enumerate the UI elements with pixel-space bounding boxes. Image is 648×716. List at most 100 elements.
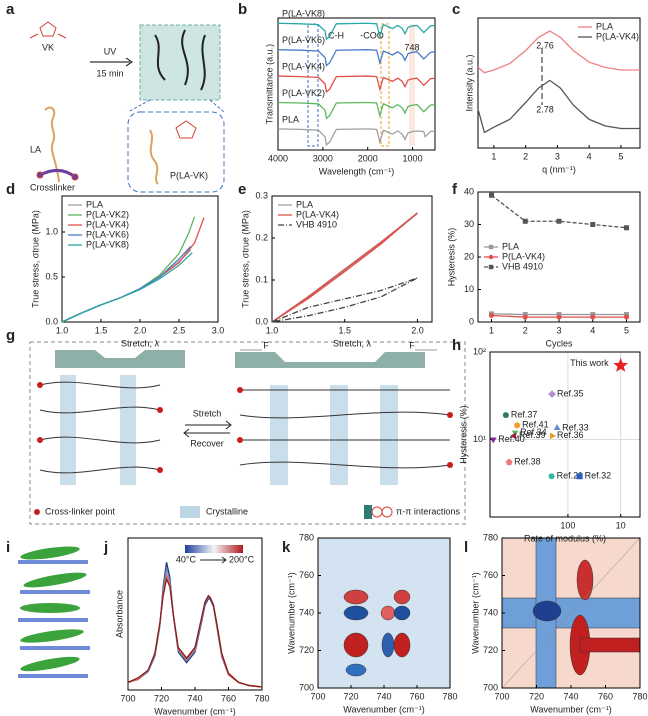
marker <box>624 225 629 231</box>
plot-frame <box>277 17 436 151</box>
legend-text: P(LA-VK8) <box>86 239 129 249</box>
x-tick-label: 780 <box>442 691 457 701</box>
point-label: Ref.41 <box>522 420 549 430</box>
legend-text: P(LA-VK4) <box>86 219 129 229</box>
point-label: Ref.32 <box>585 471 612 481</box>
x-axis-label: Cycles <box>545 338 573 348</box>
y-tick-label: 760 <box>483 570 498 580</box>
series-label: PLA <box>282 114 299 124</box>
point-label: Ref.40 <box>498 434 525 444</box>
legend-text: P(LA-VK6) <box>86 229 129 239</box>
y-tick-label: 720 <box>299 645 314 655</box>
x-tick-label: 4000 <box>268 153 288 163</box>
legend-marker <box>488 244 494 250</box>
y-tick-label: 740 <box>483 607 498 617</box>
point-label: Ref.33 <box>562 422 589 432</box>
legend-text: Cross-linker point <box>45 506 116 516</box>
y-axis-label: Wavenumber (cm⁻¹) <box>286 572 296 653</box>
x-tick-label: 3000 <box>313 153 333 163</box>
decorations <box>18 21 640 688</box>
legend-text: VHB 4910 <box>502 261 543 271</box>
label-la: LA <box>30 144 41 154</box>
legend-text: PLA <box>86 199 103 209</box>
x-tick-label: 1.0 <box>266 325 279 335</box>
x-tick-label: 2.0 <box>411 325 424 335</box>
panel-label: g <box>6 327 15 344</box>
marker <box>556 314 562 320</box>
panel-label: j <box>103 539 108 556</box>
panel-label: h <box>452 337 461 354</box>
plot-background <box>272 196 432 322</box>
x-tick-label: 1.5 <box>95 325 108 335</box>
series-label: P(LA-VK6) <box>282 35 325 45</box>
x-tick-label: 4 <box>590 325 595 335</box>
plot-background <box>278 18 435 150</box>
label-vk: VK <box>42 42 54 52</box>
x-tick-label: 720 <box>529 691 544 701</box>
x-axis-label: Stretch, λ <box>333 338 372 348</box>
point <box>613 357 629 372</box>
series-line <box>477 30 640 74</box>
y-tick-label: 1.0 <box>45 226 58 236</box>
plot-frame <box>61 195 219 323</box>
series-line <box>477 79 640 134</box>
x-tick-label: 1.0 <box>56 325 69 335</box>
x-tick-label: 3 <box>555 151 560 161</box>
y-tick-label: 760 <box>299 570 314 580</box>
point-label: Ref.35 <box>557 388 584 398</box>
x-axis-label: Wavelength (cm⁻¹) <box>319 166 394 176</box>
panel-label: b <box>238 1 247 18</box>
point-label: Ref.39 <box>519 430 546 440</box>
series-line <box>277 101 436 120</box>
label-uv: UV <box>104 46 117 56</box>
plot-frame <box>477 191 641 323</box>
x-axis-label: Wavenumber (cm⁻¹) <box>154 706 235 716</box>
force: F <box>409 340 415 350</box>
point <box>510 432 516 440</box>
x-tick-label: 760 <box>409 691 424 701</box>
panel-label: a <box>6 1 15 18</box>
x-tick-label: 740 <box>563 691 578 701</box>
marker <box>556 218 562 224</box>
y-tick-label: 700 <box>483 682 498 692</box>
x-tick-label: 1000 <box>403 153 423 163</box>
y-tick-label: 0.5 <box>45 271 58 281</box>
x-tick-label: 2.5 <box>173 325 186 335</box>
x-tick-label: 5 <box>624 325 629 335</box>
y-axis-label: True stress, σtrue (MPa) <box>30 210 40 308</box>
point-label: This work <box>570 358 609 368</box>
series-line <box>271 212 418 323</box>
y-tick-label: 40 <box>464 186 474 196</box>
x-axis-label: q (nm⁻¹) <box>542 164 576 174</box>
point-label: Ref.36 <box>557 430 584 440</box>
x-tick-label: 740 <box>187 693 202 703</box>
point-label: Ref.34 <box>520 427 547 437</box>
x-tick-label: 1 <box>489 325 494 335</box>
marker <box>522 218 528 224</box>
legend-text: PLA <box>502 241 519 251</box>
content: a b c d e f g h i j k l VK UV 15 min LA … <box>6 1 648 716</box>
point <box>548 390 556 399</box>
y-tick-label: 0 <box>469 316 474 326</box>
point <box>505 458 513 466</box>
point-label: Ref.21 <box>557 471 584 481</box>
colorbar-label: 200°C <box>229 554 255 564</box>
x-tick-label: 700 <box>494 691 509 701</box>
plot-frame <box>489 351 641 518</box>
panel-label: e <box>238 181 246 198</box>
y-axis-label: Transmittance (a.u.) <box>264 44 274 124</box>
y-tick-label: 0.0 <box>255 316 268 326</box>
point <box>553 424 561 431</box>
x-tick-label: 2 <box>523 151 528 161</box>
marker <box>489 313 494 318</box>
series-line <box>271 277 418 323</box>
y-tick-label: 0.0 <box>45 316 58 326</box>
marker <box>489 192 494 198</box>
series-line <box>277 49 436 67</box>
legend-text: Crystalline <box>206 506 248 516</box>
x-tick-label: 760 <box>221 693 236 703</box>
colorbar-label: 40°C <box>176 554 197 564</box>
x-tick-label: 740 <box>376 691 391 701</box>
legend-text: P(LA-VK4) <box>502 251 545 261</box>
